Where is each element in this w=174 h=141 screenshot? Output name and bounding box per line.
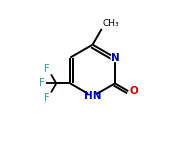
Text: N: N — [111, 53, 119, 63]
Text: F: F — [44, 64, 50, 74]
Text: O: O — [129, 86, 138, 96]
Text: HN: HN — [84, 91, 101, 101]
Text: F: F — [39, 78, 45, 88]
Text: CH₃: CH₃ — [102, 19, 119, 28]
Text: F: F — [44, 93, 50, 103]
Circle shape — [88, 92, 97, 101]
Circle shape — [111, 54, 119, 61]
